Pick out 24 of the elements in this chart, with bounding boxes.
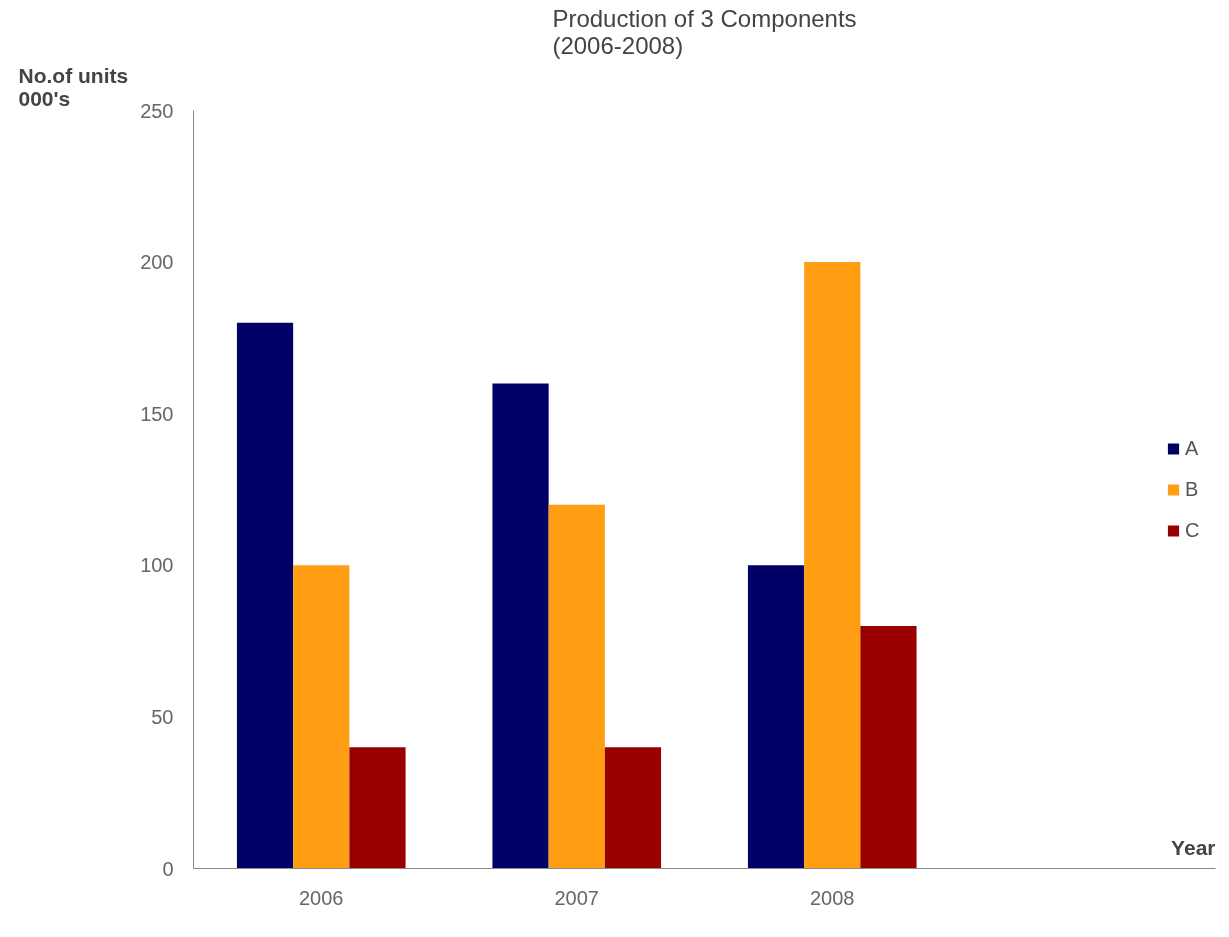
bar	[236, 322, 294, 869]
x-tick-label: 2008	[810, 886, 855, 909]
bar	[747, 565, 805, 869]
y-tick-label: 250	[140, 99, 174, 122]
chart-title: Production of 3 Components (2006-2008)	[552, 4, 857, 59]
bar	[804, 262, 861, 869]
y-axis-title: No.of units 000's	[18, 63, 129, 110]
bar	[548, 504, 605, 869]
bar	[604, 747, 662, 869]
y-tick-label: 100	[140, 554, 174, 577]
x-tick-label: 2006	[299, 886, 344, 909]
y-tick-label: 200	[140, 251, 174, 274]
x-tick-label: 2007	[554, 886, 599, 909]
y-tick-label: 50	[151, 705, 174, 728]
legend-label: B	[1185, 477, 1200, 501]
bar	[293, 565, 350, 869]
legend-label: C	[1185, 518, 1201, 542]
x-axis-title: Year	[1171, 835, 1216, 859]
legend-label: A	[1185, 436, 1200, 460]
bar	[492, 383, 549, 869]
bar	[349, 747, 406, 869]
y-tick-label: 0	[162, 857, 174, 880]
bar	[860, 625, 917, 869]
y-tick-label: 150	[140, 402, 174, 425]
